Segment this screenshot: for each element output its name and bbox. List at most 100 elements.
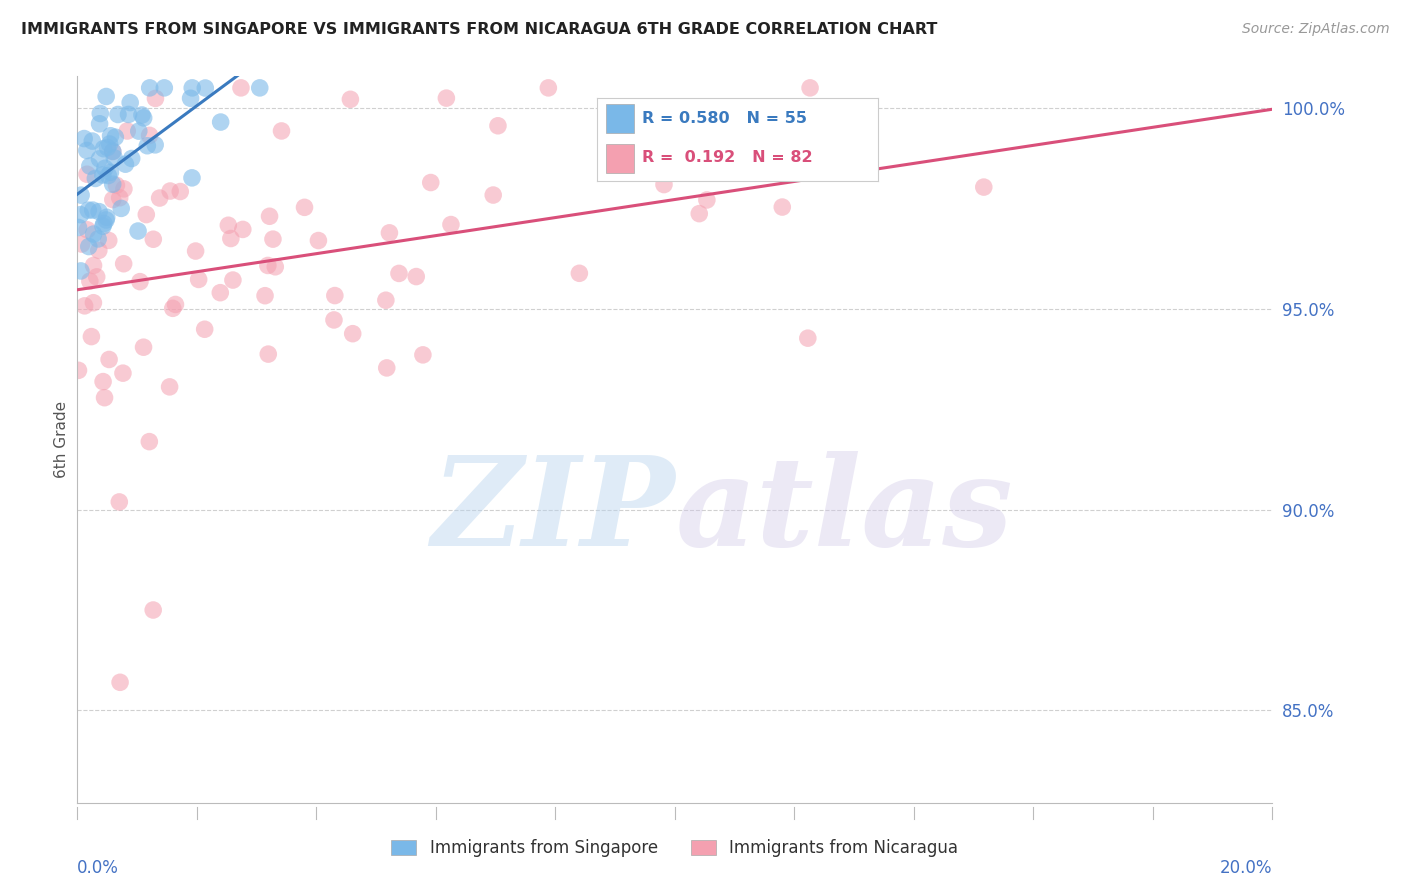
Immigrants from Nicaragua [434,91,457,105]
Immigrants from Singapore [104,130,127,145]
Immigrants from Nicaragua [229,81,252,95]
Immigrants from Nicaragua [973,180,995,194]
Immigrants from Nicaragua [323,313,346,327]
Immigrants from Singapore [121,152,143,166]
Immigrants from Nicaragua [159,380,181,394]
Immigrants from Singapore [67,220,90,235]
Immigrants from Nicaragua [132,340,155,354]
Immigrants from Nicaragua [486,119,509,133]
Immigrants from Nicaragua [374,293,396,308]
Immigrants from Nicaragua [254,288,277,302]
Immigrants from Nicaragua [138,434,160,449]
Immigrants from Nicaragua [111,366,134,380]
Immigrants from Nicaragua [98,352,121,367]
Immigrants from Nicaragua [159,184,181,198]
Immigrants from Singapore [70,264,93,278]
Immigrants from Nicaragua [83,259,105,273]
Immigrants from Singapore [87,232,110,246]
Immigrants from Nicaragua [169,185,191,199]
Immigrants from Nicaragua [209,285,232,300]
Immigrants from Nicaragua [537,81,560,95]
Immigrants from Singapore [138,81,160,95]
Immigrants from Singapore [94,161,117,176]
Immigrants from Singapore [89,106,111,120]
Immigrants from Singapore [87,204,110,219]
Immigrants from Nicaragua [91,375,114,389]
Immigrants from Nicaragua [82,295,104,310]
Immigrants from Nicaragua [270,124,292,138]
Immigrants from Nicaragua [101,193,124,207]
Immigrants from Nicaragua [440,218,463,232]
Immigrants from Nicaragua [165,297,187,311]
Immigrants from Singapore [107,107,129,121]
Immigrants from Nicaragua [138,128,160,143]
Immigrants from Nicaragua [145,91,167,105]
Immigrants from Singapore [91,168,114,182]
Immigrants from Nicaragua [294,200,316,214]
Immigrants from Singapore [89,152,111,166]
Immigrants from Singapore [91,219,114,234]
Immigrants from Nicaragua [80,329,103,343]
Immigrants from Nicaragua [219,231,242,245]
Immigrants from Nicaragua [599,164,621,178]
Immigrants from Nicaragua [67,363,90,377]
Immigrants from Nicaragua [105,178,128,193]
Immigrants from Nicaragua [797,331,820,345]
Immigrants from Singapore [79,159,101,173]
Immigrants from Singapore [69,208,91,222]
Immigrants from Nicaragua [129,275,152,289]
Legend: Immigrants from Singapore, Immigrants from Nicaragua: Immigrants from Singapore, Immigrants fr… [385,832,965,863]
Immigrants from Nicaragua [412,348,434,362]
Immigrants from Nicaragua [93,391,115,405]
Text: 20.0%: 20.0% [1220,859,1272,877]
Immigrants from Nicaragua [257,347,280,361]
Immigrants from Singapore [96,89,118,103]
Immigrants from Singapore [153,81,176,95]
Immigrants from Singapore [132,111,155,125]
Immigrants from Singapore [84,171,107,186]
Immigrants from Nicaragua [79,274,101,288]
Immigrants from Singapore [97,169,120,183]
Immigrants from Singapore [82,203,104,218]
Immigrants from Nicaragua [696,193,718,207]
Immigrants from Nicaragua [323,288,346,302]
Immigrants from Nicaragua [87,244,110,258]
Immigrants from Nicaragua [142,232,165,246]
Immigrants from Nicaragua [232,222,254,236]
Immigrants from Nicaragua [262,232,284,246]
Immigrants from Nicaragua [76,223,98,237]
Immigrants from Singapore [76,144,98,158]
Immigrants from Nicaragua [307,234,329,248]
Immigrants from Nicaragua [222,273,245,287]
Immigrants from Nicaragua [259,209,281,223]
Immigrants from Singapore [110,202,132,216]
Immigrants from Nicaragua [194,322,217,336]
Immigrants from Nicaragua [117,124,139,138]
Immigrants from Singapore [117,107,139,121]
Text: IMMIGRANTS FROM SINGAPORE VS IMMIGRANTS FROM NICARAGUA 6TH GRADE CORRELATION CHA: IMMIGRANTS FROM SINGAPORE VS IMMIGRANTS … [21,22,938,37]
Immigrants from Nicaragua [73,299,96,313]
Immigrants from Singapore [120,95,142,110]
Text: Source: ZipAtlas.com: Source: ZipAtlas.com [1241,22,1389,37]
Immigrants from Singapore [143,137,166,152]
Immigrants from Singapore [180,91,202,105]
Immigrants from Nicaragua [101,145,124,159]
Immigrants from Nicaragua [217,219,239,233]
Immigrants from Nicaragua [405,269,427,284]
Immigrants from Nicaragua [108,675,131,690]
Immigrants from Nicaragua [378,226,401,240]
Immigrants from Nicaragua [339,92,361,106]
Immigrants from Singapore [194,81,217,95]
Immigrants from Nicaragua [388,267,411,281]
Immigrants from Singapore [77,203,100,218]
Immigrants from Singapore [89,117,111,131]
Immigrants from Nicaragua [70,237,93,252]
Immigrants from Singapore [73,131,96,145]
Immigrants from Singapore [70,188,93,202]
Immigrants from Singapore [181,170,204,185]
Immigrants from Nicaragua [86,269,108,284]
Immigrants from Singapore [98,136,121,151]
Immigrants from Singapore [96,140,118,154]
Immigrants from Singapore [100,128,122,143]
Immigrants from Singapore [93,217,115,231]
